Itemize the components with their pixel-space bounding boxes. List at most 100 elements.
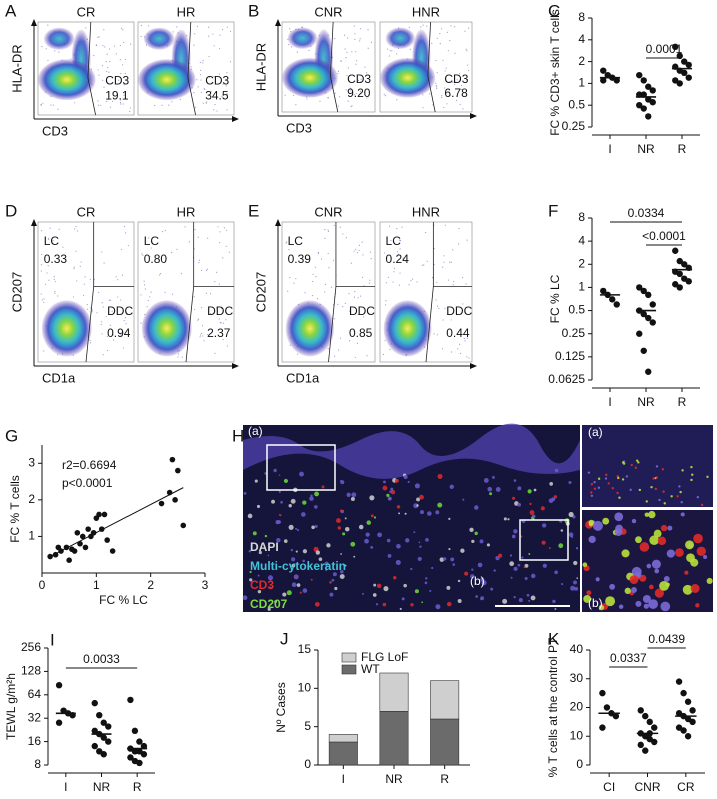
event-dot xyxy=(97,69,99,71)
gate-label: LC xyxy=(44,234,60,248)
event-dot xyxy=(73,268,75,270)
cell xyxy=(321,485,325,489)
event-dot xyxy=(43,301,45,303)
event-dot xyxy=(410,280,412,282)
cell xyxy=(474,531,478,536)
x-tick-label: 0 xyxy=(39,578,46,592)
cell xyxy=(597,477,601,480)
event-dot xyxy=(396,227,398,230)
data-point xyxy=(140,751,148,758)
event-dot xyxy=(344,48,346,50)
plot-title: CR xyxy=(77,204,96,219)
event-dot xyxy=(444,224,446,226)
stain-label: CD3 xyxy=(250,578,274,592)
data-point xyxy=(599,724,606,731)
event-dot xyxy=(47,237,49,239)
data-point xyxy=(98,526,105,532)
density xyxy=(141,300,192,357)
event-dot xyxy=(208,76,211,78)
data-point xyxy=(90,529,97,536)
bar-segment xyxy=(379,672,409,712)
event-dot xyxy=(193,92,195,94)
event-dot xyxy=(100,323,102,326)
cell xyxy=(471,568,474,571)
cell xyxy=(283,478,289,484)
event-dot xyxy=(308,49,310,52)
event-dot xyxy=(102,45,104,47)
event-dot xyxy=(98,291,100,294)
plot-title: HR xyxy=(177,204,196,219)
cell xyxy=(419,510,424,515)
cell xyxy=(318,557,323,561)
event-dot xyxy=(337,105,339,107)
event-dot xyxy=(200,69,202,71)
event-dot xyxy=(194,228,196,231)
data-point xyxy=(636,102,643,109)
event-dot xyxy=(446,313,449,315)
cell xyxy=(509,561,515,567)
event-dot xyxy=(353,330,355,332)
event-dot xyxy=(205,102,207,104)
bar-segment xyxy=(430,680,460,720)
event-dot xyxy=(399,239,402,242)
cell xyxy=(637,461,640,464)
event-dot xyxy=(220,322,222,324)
event-dot xyxy=(463,337,465,340)
event-dot xyxy=(171,293,174,295)
event-dot xyxy=(431,277,434,279)
cell xyxy=(302,500,307,505)
gate-label: DDC xyxy=(107,304,133,318)
event-dot xyxy=(62,246,64,248)
data-point xyxy=(66,557,72,563)
event-dot xyxy=(142,254,144,256)
event-dot xyxy=(452,284,454,286)
data-point xyxy=(681,261,688,268)
cell xyxy=(395,559,401,566)
data-point xyxy=(85,526,91,532)
data-point xyxy=(645,83,652,90)
data-point xyxy=(689,707,696,714)
event-dot xyxy=(47,265,49,267)
event-dot xyxy=(288,43,290,46)
event-dot xyxy=(129,110,131,113)
density xyxy=(385,27,415,49)
event-dot xyxy=(445,67,447,69)
event-dot xyxy=(218,73,221,75)
event-dot xyxy=(225,245,227,247)
cell xyxy=(369,495,375,501)
data-point xyxy=(649,99,656,106)
y-tick-label: 128 xyxy=(21,664,41,678)
cell xyxy=(280,500,283,504)
cell xyxy=(331,578,335,582)
event-dot xyxy=(164,291,166,293)
data-point xyxy=(169,456,176,463)
cell xyxy=(703,555,708,560)
cell xyxy=(471,539,475,544)
event-dot xyxy=(202,62,204,64)
event-dot xyxy=(122,347,124,349)
event-dot xyxy=(208,35,210,37)
event-dot xyxy=(462,108,464,110)
cell xyxy=(470,574,475,579)
event-dot xyxy=(208,55,210,58)
cell xyxy=(373,516,377,519)
event-dot xyxy=(345,56,347,59)
cell xyxy=(512,496,516,500)
event-dot xyxy=(194,308,196,311)
event-dot xyxy=(48,238,50,241)
cell xyxy=(568,481,572,485)
y-tick-label: 40 xyxy=(570,642,584,656)
cell xyxy=(387,496,392,501)
event-dot xyxy=(333,318,335,320)
gate-value: 9.20 xyxy=(347,86,371,100)
event-dot xyxy=(200,332,203,335)
event-dot xyxy=(222,257,224,259)
event-dot xyxy=(123,41,125,43)
cell xyxy=(403,475,408,480)
event-dot xyxy=(312,273,314,275)
event-dot xyxy=(83,294,85,297)
gate-line xyxy=(328,222,375,363)
event-dot xyxy=(340,60,342,62)
cell xyxy=(410,603,414,607)
